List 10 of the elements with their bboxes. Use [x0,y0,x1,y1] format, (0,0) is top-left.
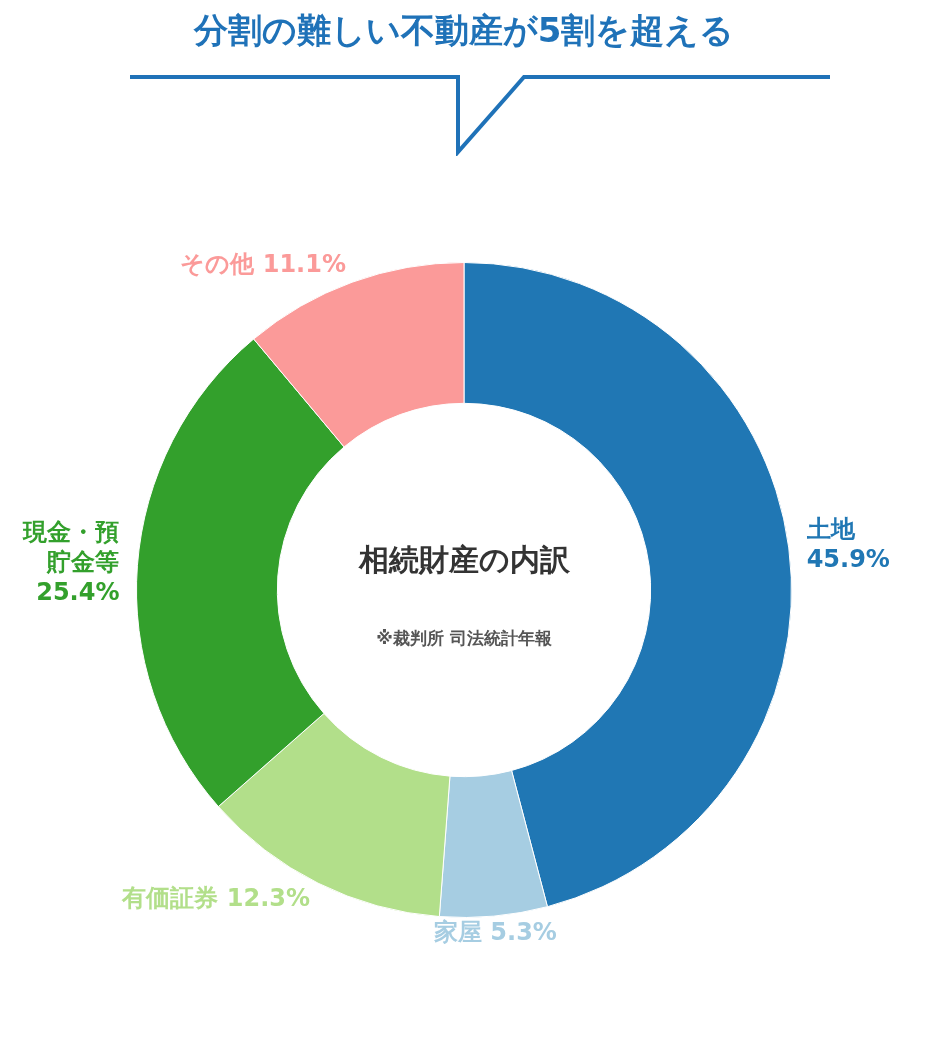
chart-title: 分割の難しい不動産が5割を超える [192,9,736,52]
data-label: 45.9% [806,544,890,573]
slice-label: 家屋 5.3% [432,918,557,947]
slice-label: 有価証券 12.3% [121,883,311,912]
data-label: 25.4% [36,578,120,607]
slice-label: 現金・預貯金等 [22,518,120,577]
slice-label: その他 11.1% [180,249,346,278]
slice-label: 土地 [805,514,856,543]
text: 相続財産の内訳 [357,541,571,577]
text: ※裁判所 司法統計年報 [376,628,553,649]
